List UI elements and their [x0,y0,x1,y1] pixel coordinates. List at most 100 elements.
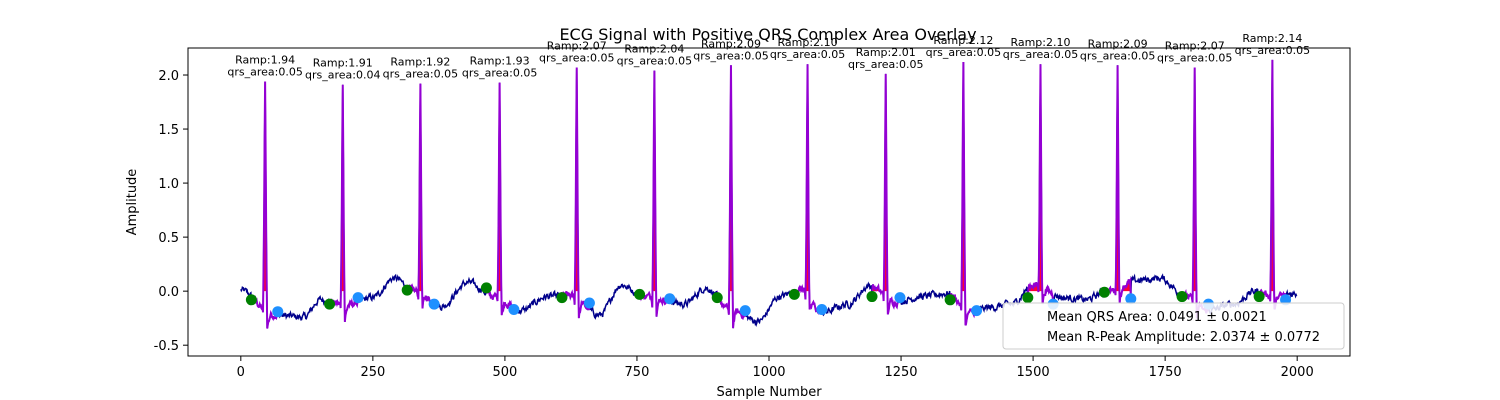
qrs-offset-marker [971,305,983,317]
beat-annotation: Ramp:2.10 qrs_area:0.05 [770,36,845,61]
beat-annotation-line: Ramp:2.07 [547,39,607,52]
qrs-onset-marker [1022,292,1034,304]
beat-annotation-line: Ramp:2.01 [856,46,916,59]
y-tick-label: -0.5 [154,339,179,354]
legend-box [1002,302,1345,350]
x-tick-label: 750 [625,365,650,380]
beat-annotation-line: qrs_area:0.05 [848,58,923,71]
beat-annotation-line: Ramp:2.04 [624,43,684,56]
y-tick-label: 0.0 [158,285,179,300]
qrs-onset-marker [634,288,646,300]
beat-annotation-line: Ramp:2.10 [1010,36,1070,49]
qrs-offset-marker [428,298,440,310]
qrs-segment-line [638,70,671,317]
y-axis-label: Amplitude [125,169,140,236]
x-tick-label: 1250 [884,365,917,380]
beat-annotation: Ramp:2.09 qrs_area:0.05 [693,37,768,62]
qrs-onset-marker [788,288,800,300]
qrs-onset-marker [324,298,336,310]
beat-annotation-line: Ramp:2.09 [1088,37,1148,50]
beat-annotation-line: Ramp:2.09 [701,37,761,50]
chart-title: ECG Signal with Positive QRS Complex Are… [559,25,976,44]
beat-annotation-line: Ramp:2.10 [778,36,838,49]
ecg-signal-line [240,59,1298,329]
beat-annotation: Ramp:2.01 qrs_area:0.05 [848,46,923,71]
y-tick-label: 0.5 [158,231,179,246]
beat-annotation-line: qrs_area:0.05 [383,68,458,81]
beat-annotation-line: Ramp:2.12 [933,34,993,47]
beat-annotation-line: qrs_area:0.05 [1003,48,1078,61]
qrs-onset-marker [245,294,257,306]
qrs-segment-line [328,84,360,322]
beat-annotation-line: qrs_area:0.05 [926,46,1001,59]
x-tick-label: 250 [360,365,385,380]
legend-entry-mean-qrs-area: Mean QRS Area: 0.0491 ± 0.0021 [1047,310,1267,325]
beat-annotation: Ramp:2.10 qrs_area:0.05 [1003,36,1078,61]
beat-annotation: Ramp:2.09 qrs_area:0.05 [1080,37,1155,62]
beat-annotation-line: Ramp:2.14 [1242,32,1302,45]
x-tick-label: 1000 [752,365,785,380]
qrs-segment-line [561,67,591,319]
qrs-onset-marker [401,284,413,296]
legend: Mean QRS Area: 0.0491 ± 0.0021 Mean R-Pe… [1002,302,1345,350]
qrs-onset-marker [711,292,723,304]
beat-annotation-line: qrs_area:0.05 [462,67,537,80]
qrs-offset-marker [816,304,828,316]
x-tick-label: 1500 [1017,365,1050,380]
qrs-onset-marker [1176,291,1188,303]
qrs-onset-marker [556,292,568,304]
qrs-onset-marker [480,282,492,294]
qrs-segment-line [485,82,515,316]
beat-annotation-line: qrs_area:0.05 [227,66,302,79]
beat-annotation: Ramp:1.93 qrs_area:0.05 [462,55,537,80]
y-tick-label: 1.0 [158,177,179,192]
beat-annotation-line: Ramp:1.94 [235,54,295,67]
x-tick-label: 500 [492,365,517,380]
qrs-offset-marker [664,293,676,305]
qrs-onset-marker [1253,291,1265,303]
qrs-segment-line [871,73,901,315]
beat-annotation: Ramp:2.07 qrs_area:0.05 [539,39,614,64]
qrs-onset-marker [944,294,956,306]
beat-annotation-line: qrs_area:0.05 [693,49,768,62]
x-tick-label: 2000 [1281,365,1314,380]
qrs-offset-marker [272,306,284,318]
qrs-offset-marker [1125,293,1137,305]
beat-annotation-line: qrs_area:0.05 [1080,49,1155,62]
beat-annotation-line: qrs_area:0.05 [1235,44,1310,57]
x-axis-label: Sample Number [716,385,822,400]
qrs-onset-marker [866,291,878,303]
beat-annotation-line: qrs_area:0.05 [539,51,614,64]
qrs-offset-marker [583,297,595,309]
beat-annotation-line: Ramp:2.07 [1165,39,1225,52]
legend-entry-mean-r-peak-amplitude: Mean R-Peak Amplitude: 2.0374 ± 0.0772 [1047,330,1320,345]
qrs-segment-line [1026,64,1055,305]
axis-ticks: 0 250 500 750 1000 1250 1500 1750 2000 -0.5 0.0 0.5… [154,69,1314,380]
beat-annotation-line: qrs_area:0.04 [305,69,380,82]
y-tick-label: 2.0 [158,69,179,84]
beat-annotation-line: Ramp:1.92 [390,56,450,69]
qrs-offset-marker [894,292,906,304]
qrs-offset-marker [739,305,751,317]
x-tick-label: 0 [237,365,245,380]
beat-annotation: Ramp:2.12 qrs_area:0.05 [926,34,1001,59]
qrs-segment-line [716,65,747,329]
qrs-onset-marker [1098,286,1110,298]
beat-annotation-line: Ramp:1.91 [313,57,373,70]
beat-annotation: Ramp:1.91 qrs_area:0.04 [305,57,380,82]
beat-annotation-line: qrs_area:0.05 [617,55,692,68]
beat-annotation-line: Ramp:1.93 [470,55,530,68]
beat-annotation: Ramp:1.92 qrs_area:0.05 [383,56,458,81]
qrs-segment-line [793,64,823,316]
beat-annotation: Ramp:1.94 qrs_area:0.05 [227,54,302,79]
x-tick-label: 1750 [1149,365,1182,380]
y-tick-label: 1.5 [158,123,179,138]
beat-annotation-line: qrs_area:0.05 [770,48,845,61]
beat-annotation: Ramp:2.14 qrs_area:0.05 [1235,32,1310,57]
qrs-offset-marker [352,292,364,304]
beat-annotation: Ramp:2.07 qrs_area:0.05 [1157,39,1232,64]
beat-annotation: Ramp:2.04 qrs_area:0.05 [617,43,692,68]
qrs-offset-marker [508,304,520,316]
